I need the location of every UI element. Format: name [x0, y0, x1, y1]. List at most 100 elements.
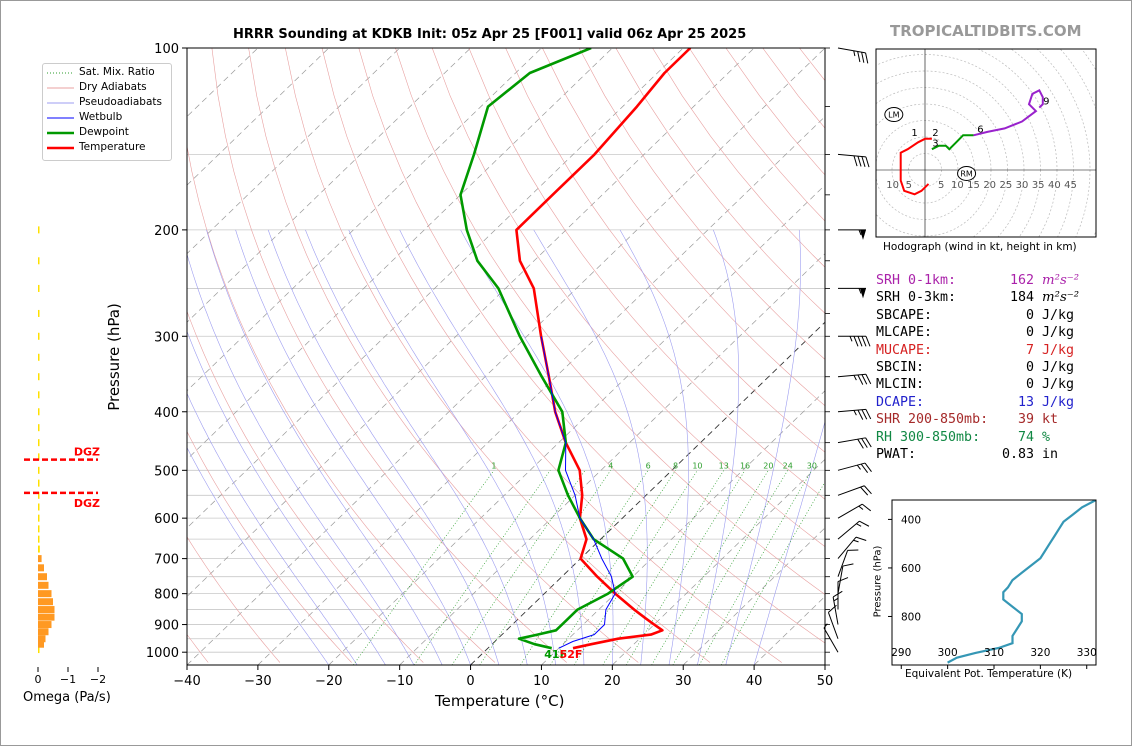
- omega-bar: [38, 479, 40, 487]
- mixing-ratio-line: [698, 470, 813, 665]
- theta-e-x-tick-label: 330: [1077, 647, 1097, 659]
- barb-flag: [865, 437, 872, 448]
- x-axis-label: Temperature (°C): [435, 692, 565, 710]
- hodograph-trace: LM RM 1 23 6 9: [884, 88, 1049, 196]
- barb-flag: [853, 155, 858, 167]
- moist-adiabat: [187, 253, 415, 665]
- barb-staff: [837, 408, 866, 413]
- param-label: SBCIN:: [876, 360, 925, 375]
- omega-bar: [38, 424, 40, 432]
- isotherm: [257, 116, 825, 665]
- barb-flag: [857, 336, 863, 347]
- isotherm: [328, 184, 825, 665]
- omega-bar: [38, 453, 40, 461]
- param-label: MLCAPE:: [876, 325, 933, 341]
- barb-flag: [860, 486, 869, 496]
- barb-flag: [837, 577, 849, 583]
- theta-e-line: [947, 500, 1096, 664]
- barb-flag: [865, 409, 872, 420]
- param-value: 13: [1017, 394, 1034, 410]
- moist-adiabat: [399, 229, 585, 665]
- moist-adiabat: [348, 229, 556, 665]
- theta-e-axes: 290 300 310 320 330 400 600 800: [888, 499, 1097, 669]
- y-tick-label: 900: [154, 619, 179, 634]
- wind-barb: [837, 462, 872, 474]
- param-unit: J/kg: [1042, 360, 1075, 375]
- theta-e-x-tick-label: 320: [1030, 647, 1050, 659]
- param-unit: kt: [1042, 412, 1059, 428]
- hodograph-height-label: 6: [977, 124, 983, 135]
- right-mover-label: RM: [960, 169, 973, 178]
- barb-flag: [859, 520, 870, 527]
- skewt-background: 1 4 6 8 10 13 16 20 24 30 36: [187, 48, 825, 665]
- legend: Sat. Mix. Ratio Dry Adiabats Pseudoadiab…: [42, 63, 172, 161]
- omega-bar: [38, 581, 49, 589]
- y-tick-label: 100: [154, 42, 179, 57]
- x-tick-label: −20: [315, 674, 342, 689]
- param-unit: J/kg: [1042, 325, 1075, 341]
- dry-adiabat: [505, 48, 825, 453]
- barb-half-flag: [858, 288, 862, 294]
- barb-flag: [861, 374, 868, 385]
- y-tick-label: 800: [154, 588, 179, 603]
- barb-half-flag: [853, 50, 856, 57]
- barb-half-flag: [853, 375, 857, 381]
- left-mover-marker: [884, 107, 904, 123]
- mixing-ratio-label: 4: [608, 461, 613, 470]
- wind-barb: [837, 503, 872, 519]
- mixing-ratio-line: [451, 470, 586, 665]
- barb-half-flag: [856, 464, 861, 470]
- skewt-axes: −40 −30 −20 −10 0 10 20 30 40 50 100 200 300 400 500 60…: [146, 42, 833, 689]
- omega-bar: [38, 555, 42, 563]
- right-mover-marker: [957, 165, 977, 181]
- param-value: 0: [1025, 377, 1034, 393]
- param-unit: J/kg: [1042, 377, 1075, 393]
- omega-bar: [38, 590, 52, 598]
- param-label: SBCAPE:: [876, 307, 933, 323]
- param-label: RH 300-850mb:: [876, 429, 981, 445]
- barb-staff: [837, 550, 849, 577]
- barb-flag: [857, 438, 864, 449]
- omega-bar: [38, 391, 40, 399]
- moist-adiabat: [206, 229, 443, 665]
- param-value: 39: [1017, 412, 1034, 428]
- theta-e-x-tick-label: 290: [891, 647, 911, 659]
- omega-bar: [38, 514, 40, 522]
- dry-adiabat: [187, 430, 352, 663]
- barb-staff: [832, 596, 839, 625]
- omega-bar: [38, 503, 40, 511]
- mixing-ratio-line: [413, 470, 551, 665]
- hodograph-caption: Hodograph (wind in kt, height in km): [883, 241, 1077, 253]
- barb-flag: [865, 374, 872, 385]
- moist-adiabat: [187, 330, 386, 665]
- theta-e-trace: [947, 500, 1096, 664]
- barb-flag: [861, 438, 868, 448]
- barb-flag: [865, 52, 869, 64]
- y-tick-label: 700: [154, 553, 179, 568]
- barb-half-flag: [853, 539, 859, 543]
- mixing-ratio-label: 20: [763, 461, 773, 470]
- hodograph-box: [875, 48, 1097, 238]
- barb-staff: [837, 437, 866, 444]
- mixing-ratio-label: 6: [646, 461, 651, 470]
- barb-flag: [861, 336, 867, 347]
- omega-bar: [38, 564, 44, 572]
- wind-barb: [837, 373, 872, 385]
- hodograph-height-label: 2: [932, 128, 938, 139]
- param-value: 184: [1009, 290, 1034, 306]
- mixing-ratio-label: 8: [673, 461, 678, 470]
- hodograph-ring-label: 5: [938, 180, 944, 191]
- x-tick-label: 30: [675, 674, 692, 689]
- barb-flag: [857, 51, 861, 63]
- wind-barb: [837, 520, 870, 540]
- barb-flag: [857, 374, 864, 385]
- omega-bar: [38, 466, 40, 474]
- barb-staff: [837, 47, 866, 54]
- barb-half-flag: [858, 229, 862, 236]
- omega-bar: [38, 573, 47, 581]
- omega-tick-label: −1: [60, 673, 76, 686]
- mixing-ratio-label: 16: [740, 461, 750, 470]
